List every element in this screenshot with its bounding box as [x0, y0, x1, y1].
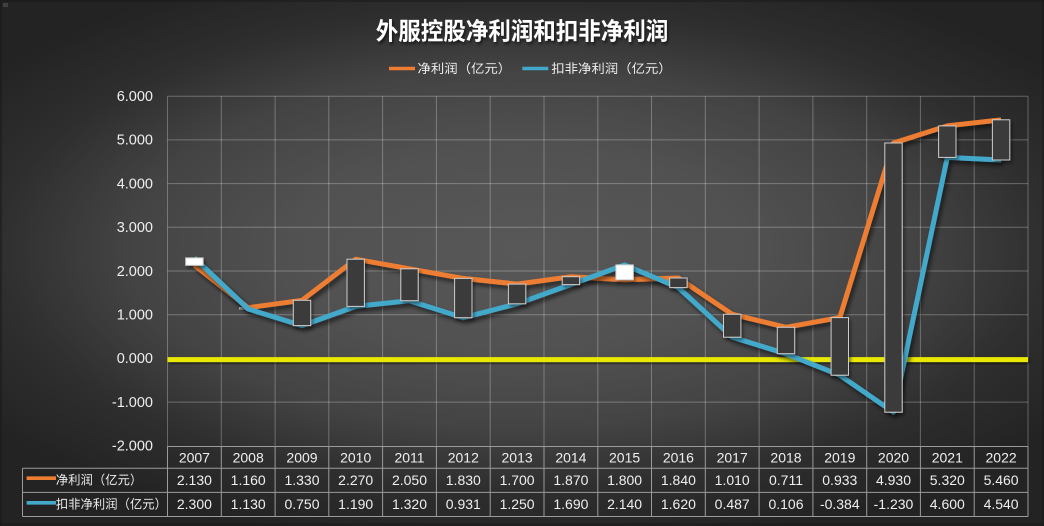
- svg-text:2015: 2015: [609, 449, 640, 465]
- svg-text:0.750: 0.750: [284, 496, 319, 512]
- svg-text:4.000: 4.000: [117, 176, 153, 192]
- svg-text:2.130: 2.130: [177, 472, 212, 488]
- svg-text:2016: 2016: [663, 449, 694, 465]
- svg-text:2022: 2022: [986, 449, 1017, 465]
- svg-text:0.487: 0.487: [715, 496, 750, 512]
- svg-text:2011: 2011: [394, 449, 424, 465]
- svg-text:0.106: 0.106: [768, 496, 803, 512]
- svg-text:4.600: 4.600: [930, 496, 965, 512]
- svg-text:1.830: 1.830: [446, 472, 481, 488]
- svg-text:2010: 2010: [340, 449, 371, 465]
- svg-text:1.870: 1.870: [553, 472, 588, 488]
- svg-text:1.840: 1.840: [661, 472, 696, 488]
- svg-text:2018: 2018: [770, 449, 801, 465]
- svg-text:1.320: 1.320: [392, 496, 427, 512]
- svg-text:2012: 2012: [448, 449, 479, 465]
- svg-text:2014: 2014: [555, 449, 586, 465]
- svg-text:0.000: 0.000: [117, 351, 153, 367]
- svg-text:2017: 2017: [717, 449, 748, 465]
- svg-text:2013: 2013: [502, 449, 533, 465]
- svg-text:1.010: 1.010: [715, 472, 750, 488]
- svg-text:2.140: 2.140: [607, 496, 642, 512]
- svg-text:2021: 2021: [932, 449, 963, 465]
- svg-text:1.690: 1.690: [553, 496, 588, 512]
- svg-text:1.620: 1.620: [661, 496, 696, 512]
- svg-text:5.320: 5.320: [930, 472, 965, 488]
- svg-text:3.000: 3.000: [117, 220, 153, 236]
- svg-text:0.931: 0.931: [446, 496, 481, 512]
- svg-text:0.711: 0.711: [769, 472, 803, 488]
- svg-text:1.000: 1.000: [117, 308, 153, 324]
- svg-text:5.000: 5.000: [117, 133, 153, 149]
- svg-text:-1.000: -1.000: [112, 395, 153, 411]
- svg-text:2.300: 2.300: [177, 496, 212, 512]
- svg-text:2007: 2007: [179, 449, 210, 465]
- svg-text:1.330: 1.330: [284, 472, 319, 488]
- svg-text:1.800: 1.800: [607, 472, 642, 488]
- svg-text:2019: 2019: [824, 449, 855, 465]
- svg-text:0.933: 0.933: [822, 472, 857, 488]
- svg-text:4.930: 4.930: [876, 472, 911, 488]
- svg-text:2009: 2009: [286, 449, 317, 465]
- svg-text:1.250: 1.250: [500, 496, 535, 512]
- svg-text:2008: 2008: [233, 449, 264, 465]
- svg-text:1.130: 1.130: [231, 496, 266, 512]
- svg-text:1.190: 1.190: [338, 496, 373, 512]
- svg-text:1.700: 1.700: [500, 472, 535, 488]
- svg-text:-0.384: -0.384: [820, 496, 860, 512]
- svg-text:4.540: 4.540: [984, 496, 1019, 512]
- svg-text:5.460: 5.460: [984, 472, 1019, 488]
- svg-text:-2.000: -2.000: [112, 439, 153, 455]
- svg-text:6.000: 6.000: [117, 89, 153, 105]
- svg-text:2.050: 2.050: [392, 472, 427, 488]
- svg-text:2.270: 2.270: [338, 472, 373, 488]
- svg-text:-1.230: -1.230: [874, 496, 914, 512]
- svg-text:1.160: 1.160: [231, 472, 266, 488]
- svg-text:2.000: 2.000: [117, 264, 153, 280]
- svg-text:2020: 2020: [878, 449, 909, 465]
